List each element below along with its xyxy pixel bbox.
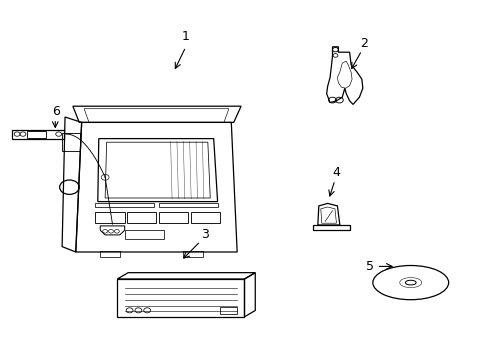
Text: 2: 2 [360,37,367,50]
Text: 3: 3 [201,228,209,240]
Text: 6: 6 [52,105,60,118]
Bar [124,230,163,239]
Text: 5: 5 [366,260,373,273]
Bar [183,251,203,257]
Bar [159,203,217,207]
Bar [100,251,120,257]
Bar [95,212,124,223]
Bar [95,203,154,207]
Bar [220,307,237,314]
Bar [159,212,188,223]
Text: 1: 1 [182,30,189,42]
Bar [190,212,220,223]
Bar [127,212,156,223]
Text: 4: 4 [332,166,340,179]
